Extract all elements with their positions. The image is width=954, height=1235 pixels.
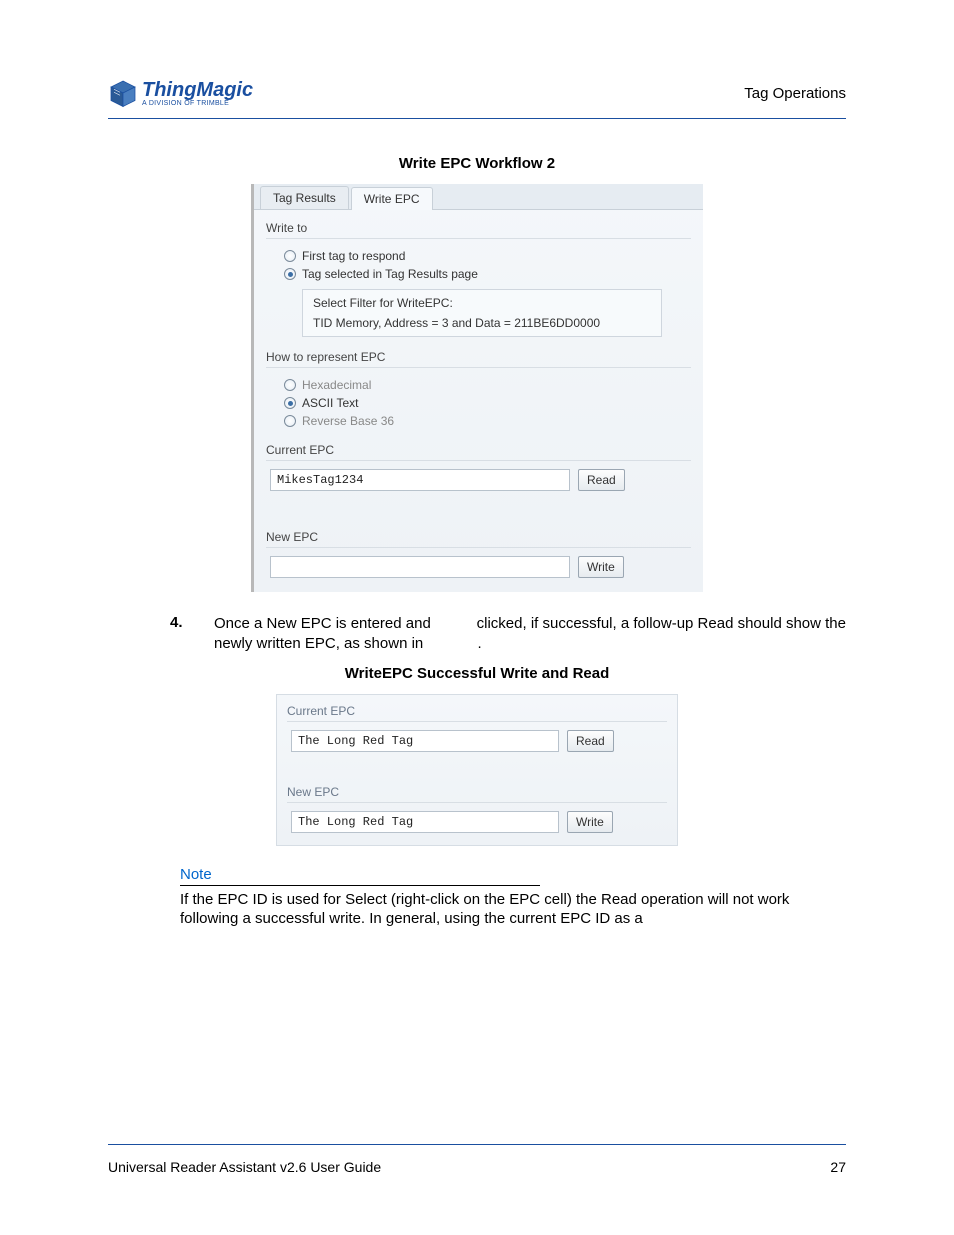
step-number: 4. bbox=[170, 614, 194, 655]
radio-icon bbox=[284, 415, 296, 427]
page-footer: Universal Reader Assistant v2.6 User Gui… bbox=[108, 1144, 846, 1175]
logo: ThingMagic A DIVISION OF TRIMBLE bbox=[108, 78, 253, 108]
page-header: ThingMagic A DIVISION OF TRIMBLE Tag Ope… bbox=[108, 78, 846, 119]
note-block: Note If the EPC ID is used for Select (r… bbox=[108, 866, 846, 929]
step-text-a: Once a New EPC is entered and bbox=[214, 615, 435, 632]
group-title-current-epc: Current EPC bbox=[266, 440, 691, 461]
header-section-title: Tag Operations bbox=[744, 85, 846, 102]
tab-tag-results[interactable]: Tag Results bbox=[260, 186, 349, 209]
radio-label: Hexadecimal bbox=[302, 378, 371, 392]
read-button-2[interactable]: Read bbox=[567, 730, 614, 752]
radio-label: First tag to respond bbox=[302, 249, 405, 263]
read-button[interactable]: Read bbox=[578, 469, 625, 491]
group-new-epc-2: New EPC Write bbox=[287, 782, 667, 833]
note-label: Note bbox=[180, 866, 846, 883]
current-epc-input-2[interactable] bbox=[291, 730, 559, 752]
group-current-epc: Current EPC Read bbox=[266, 440, 691, 517]
radio-first-tag[interactable]: First tag to respond bbox=[266, 247, 691, 265]
radio-icon bbox=[284, 250, 296, 262]
group-represent-epc: How to represent EPC Hexadecimal ASCII T… bbox=[266, 347, 691, 430]
group-title-write-to: Write to bbox=[266, 218, 691, 239]
step-4: 4. Once a New EPC is entered and clicked… bbox=[170, 614, 846, 655]
figure1-title: Write EPC Workflow 2 bbox=[108, 155, 846, 172]
new-epc-input[interactable] bbox=[270, 556, 570, 578]
footer-left: Universal Reader Assistant v2.6 User Gui… bbox=[108, 1159, 381, 1175]
radio-ascii[interactable]: ASCII Text bbox=[266, 394, 691, 412]
tab-bar: Tag Results Write EPC bbox=[254, 184, 703, 210]
footer-page-number: 27 bbox=[830, 1159, 846, 1175]
radio-label: Reverse Base 36 bbox=[302, 414, 394, 428]
step-text: Once a New EPC is entered and clicked, i… bbox=[214, 614, 846, 655]
radio-icon bbox=[284, 379, 296, 391]
group-new-epc: New EPC Write bbox=[266, 527, 691, 578]
group-title-represent: How to represent EPC bbox=[266, 347, 691, 368]
group-write-to: Write to First tag to respond Tag select… bbox=[266, 218, 691, 337]
radio-icon bbox=[284, 397, 296, 409]
radio-hex[interactable]: Hexadecimal bbox=[266, 376, 691, 394]
screenshot-write-epc-workflow: Tag Results Write EPC Write to First tag… bbox=[251, 184, 703, 592]
write-button-2[interactable]: Write bbox=[567, 811, 613, 833]
write-button[interactable]: Write bbox=[578, 556, 624, 578]
group-current-epc-2: Current EPC Read bbox=[287, 701, 667, 772]
tab-write-epc[interactable]: Write EPC bbox=[351, 187, 433, 210]
radio-base36[interactable]: Reverse Base 36 bbox=[266, 412, 691, 430]
radio-tag-selected[interactable]: Tag selected in Tag Results page bbox=[266, 265, 691, 283]
logo-sub-text: A DIVISION OF TRIMBLE bbox=[142, 100, 253, 107]
note-text: If the EPC ID is used for Select (right-… bbox=[180, 890, 846, 929]
figure2-title: WriteEPC Successful Write and Read bbox=[108, 665, 846, 682]
group-title-new-epc-2: New EPC bbox=[287, 782, 667, 803]
group-title-current-epc-2: Current EPC bbox=[287, 701, 667, 722]
radio-label: Tag selected in Tag Results page bbox=[302, 267, 478, 281]
step-text-c: . bbox=[477, 635, 481, 652]
logo-cube-icon bbox=[108, 78, 138, 108]
filter-box: Select Filter for WriteEPC: TID Memory, … bbox=[302, 289, 662, 337]
filter-value: TID Memory, Address = 3 and Data = 211BE… bbox=[313, 316, 651, 330]
filter-label: Select Filter for WriteEPC: bbox=[313, 296, 651, 310]
current-epc-input[interactable] bbox=[270, 469, 570, 491]
radio-icon bbox=[284, 268, 296, 280]
screenshot-successful-write: Current EPC Read New EPC Write bbox=[276, 694, 678, 846]
group-title-new-epc: New EPC bbox=[266, 527, 691, 548]
new-epc-input-2[interactable] bbox=[291, 811, 559, 833]
logo-main-text: ThingMagic bbox=[142, 80, 253, 100]
note-rule bbox=[180, 885, 540, 886]
radio-label: ASCII Text bbox=[302, 396, 358, 410]
